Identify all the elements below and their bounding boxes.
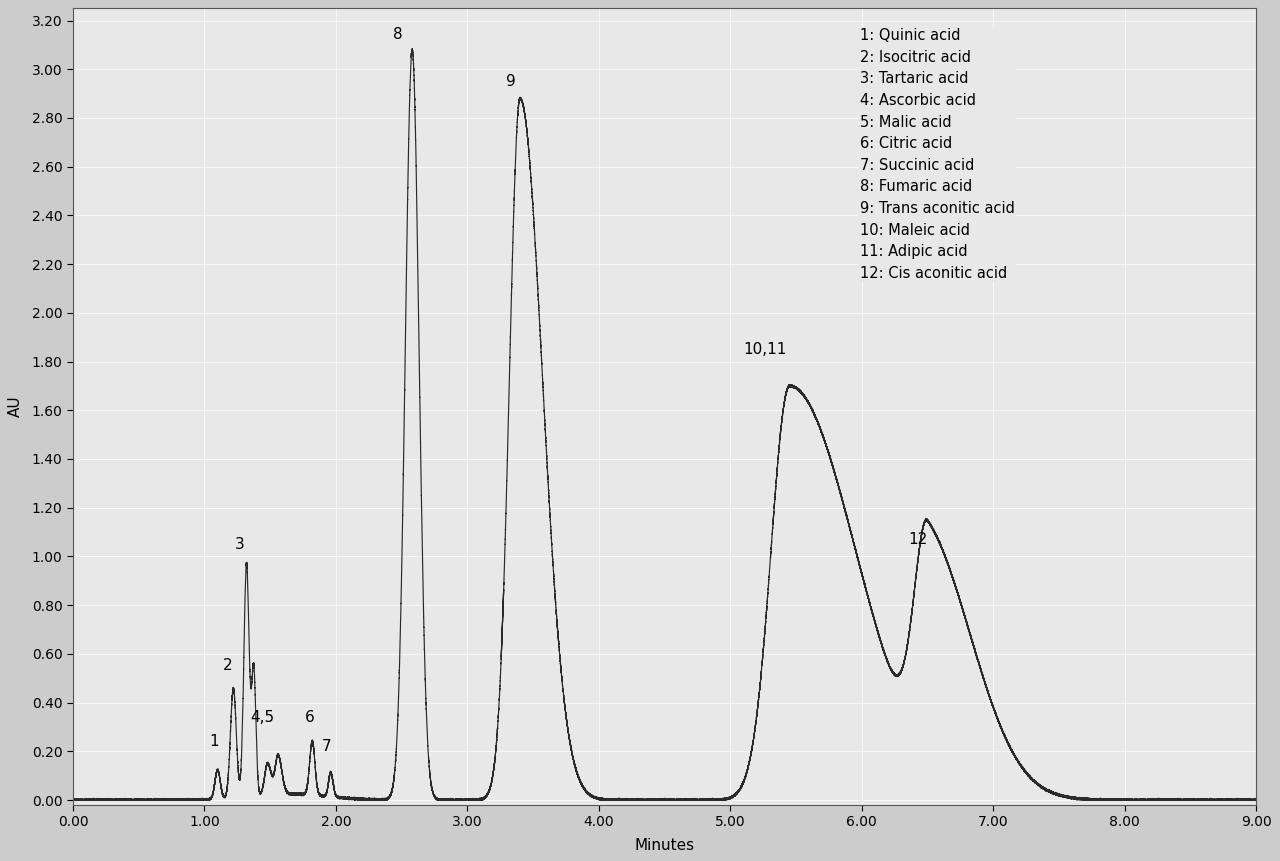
Text: 6: 6 [305, 709, 315, 724]
Y-axis label: AU: AU [9, 396, 23, 418]
Text: 8: 8 [393, 28, 402, 42]
Text: 1: 1 [209, 734, 219, 749]
Text: 3: 3 [236, 536, 244, 552]
Text: 12: 12 [909, 532, 928, 547]
Text: 7: 7 [321, 739, 332, 753]
Text: 4,5: 4,5 [250, 709, 274, 724]
X-axis label: Minutes: Minutes [635, 838, 695, 852]
Text: 9: 9 [506, 74, 516, 89]
Text: 2: 2 [223, 659, 233, 673]
Text: 10,11: 10,11 [742, 342, 786, 356]
Text: 1: Quinic acid
2: Isocitric acid
3: Tartaric acid
4: Ascorbic acid
5: Malic acid: 1: Quinic acid 2: Isocitric acid 3: Tart… [860, 28, 1015, 281]
